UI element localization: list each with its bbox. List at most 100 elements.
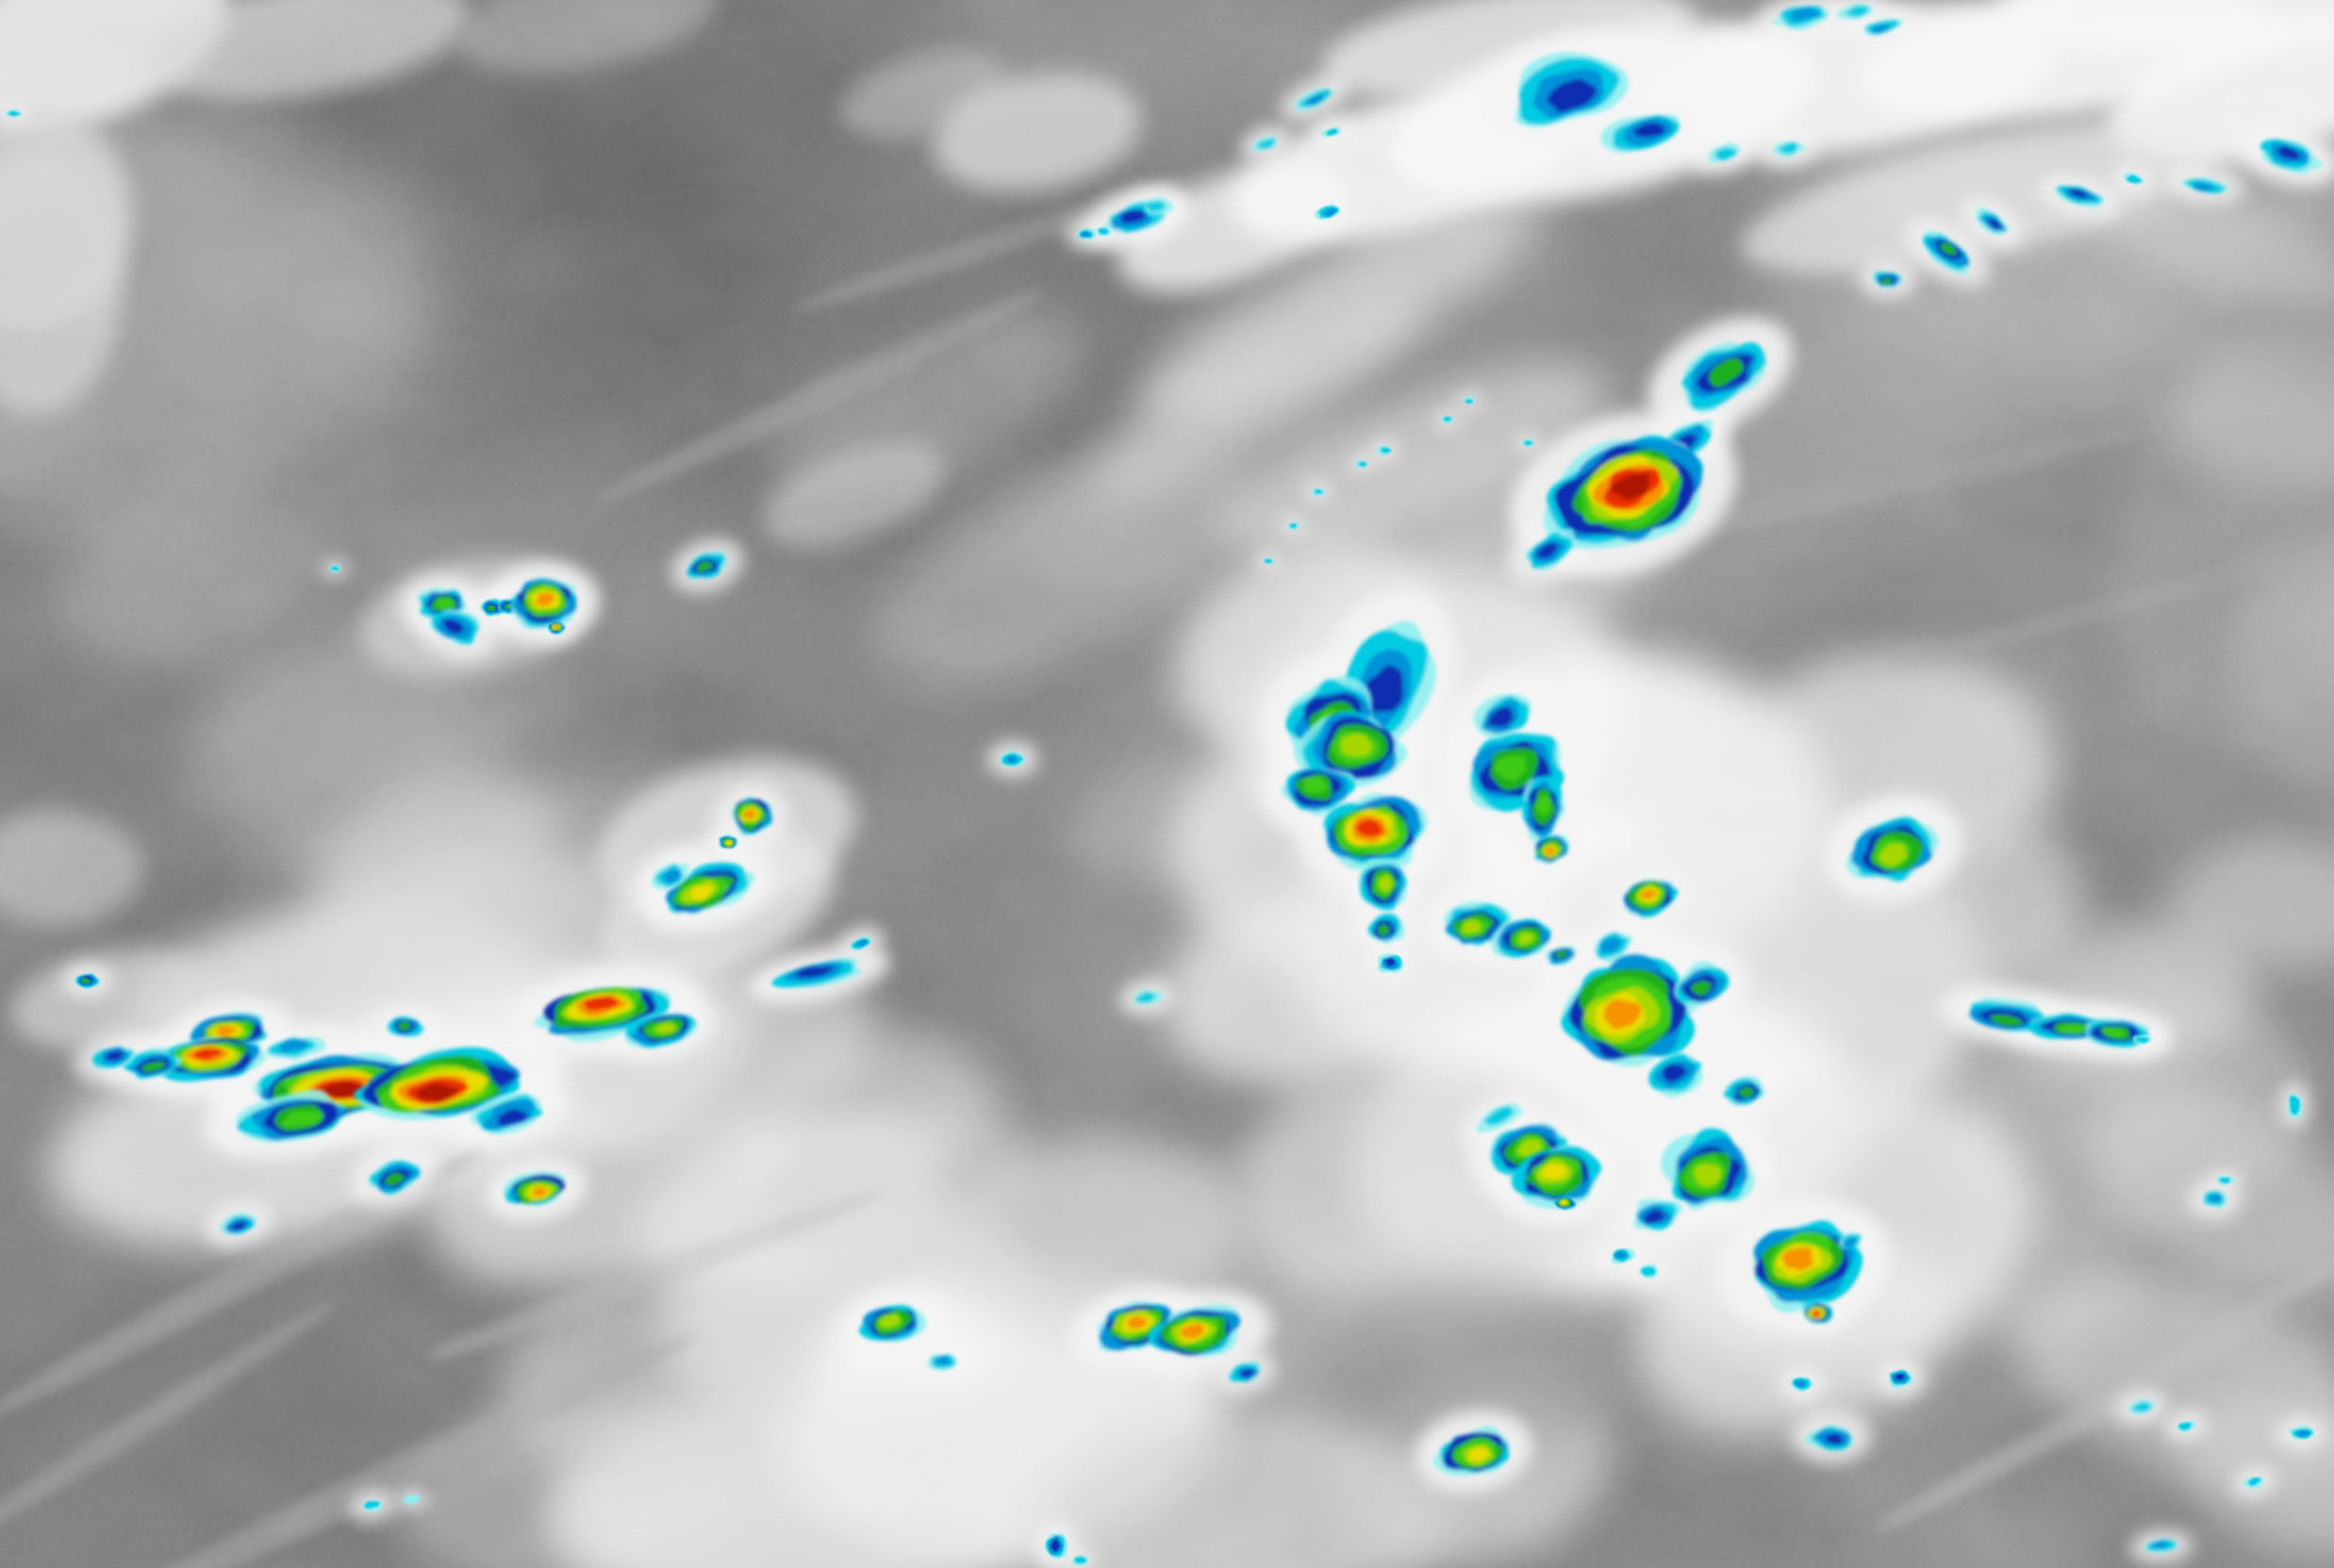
convection-cell — [1367, 913, 1405, 944]
convection-cell — [1837, 3, 1873, 21]
convection-cell — [2260, 139, 2324, 174]
enhancement-ring — [1303, 776, 1330, 794]
enhancement-ring — [1694, 1164, 1722, 1186]
enhancement-ring — [1561, 1199, 1568, 1205]
enhancement-ring — [2135, 1036, 2150, 1044]
enhancement-ring — [1611, 472, 1650, 500]
convection-cell — [771, 958, 862, 988]
convection-cell — [1753, 1220, 1863, 1313]
enhancement-ring — [1146, 201, 1167, 212]
enhancement-ring — [403, 1494, 421, 1505]
convection-cell — [1923, 230, 1970, 275]
convection-cell — [1464, 396, 1476, 404]
enhancement-ring — [1870, 24, 1892, 34]
enhancement-ring — [8, 110, 21, 117]
convection-cell — [624, 1013, 699, 1048]
enhancement-ring — [504, 603, 513, 610]
enhancement-ring — [795, 966, 835, 979]
convection-cell — [1491, 918, 1551, 958]
enhancement-ring — [1644, 1209, 1666, 1225]
enhancement-ring — [1632, 123, 1666, 138]
convection-cell — [1611, 1247, 1635, 1264]
enhancement-ring — [443, 619, 464, 635]
convection-cell — [2288, 1425, 2314, 1440]
enhancement-ring — [397, 1021, 411, 1031]
convection-cell — [1076, 227, 1097, 240]
enhancement-ring — [1794, 1379, 1807, 1388]
convection-cell — [361, 1499, 384, 1512]
convection-cell — [1724, 1076, 1765, 1106]
convection-cell — [999, 751, 1026, 767]
convection-cell — [403, 1494, 421, 1505]
enhancement-ring — [1541, 1164, 1566, 1180]
enhancement-ring — [2219, 1177, 2230, 1184]
convection-cell — [1846, 817, 1939, 882]
convection-cell — [5, 108, 22, 117]
convection-cell — [1524, 528, 1575, 571]
convection-cell — [1263, 557, 1275, 566]
convection-cell — [1967, 997, 2046, 1033]
enhancement-ring — [486, 605, 496, 612]
enhancement-ring — [1518, 933, 1534, 945]
convection-cell — [124, 1047, 183, 1079]
enhancement-ring — [1356, 818, 1383, 837]
enhancement-ring — [1462, 919, 1482, 933]
enhancement-ring — [935, 1356, 951, 1365]
convection-cell — [1871, 271, 1905, 289]
convection-cell — [1553, 1196, 1577, 1211]
convection-cell — [1148, 1304, 1241, 1357]
enhancement-ring — [1738, 1086, 1755, 1098]
enhancement-ring — [1289, 523, 1298, 529]
enhancement-ring — [1603, 999, 1642, 1030]
enhancement-ring — [1690, 980, 1713, 997]
enhancement-ring — [1378, 874, 1393, 893]
convection-cell — [1294, 89, 1334, 111]
convection-cell — [1096, 226, 1111, 237]
enhancement-ring — [1358, 461, 1367, 467]
convection-cell — [509, 576, 577, 630]
convection-cell — [387, 1015, 425, 1037]
enhancement-ring — [497, 1109, 528, 1126]
convection-cell — [1288, 521, 1300, 530]
enhancement-ring — [1487, 707, 1514, 728]
enhancement-ring — [1377, 923, 1390, 936]
convection-cell — [1476, 1103, 1524, 1132]
enhancement-ring — [1314, 488, 1323, 494]
enhancement-ring — [536, 592, 555, 606]
convection-cell — [2123, 172, 2144, 186]
enhancement-ring — [1005, 755, 1018, 764]
enhancement-ring — [1080, 231, 1091, 238]
convection-cell — [1790, 1377, 1814, 1393]
convection-cell — [1229, 1362, 1263, 1382]
enhancement-ring — [322, 1081, 364, 1099]
convection-cell — [927, 1354, 957, 1371]
enhancement-ring — [583, 996, 620, 1011]
convection-cell — [1281, 767, 1355, 817]
enhancement-ring — [1305, 94, 1325, 106]
enhancement-ring — [1264, 558, 1273, 564]
convection-cell — [651, 864, 689, 890]
convection-cell — [731, 798, 773, 836]
enhancement-ring — [2069, 189, 2088, 198]
enhancement-ring — [1443, 416, 1452, 421]
convection-cell — [2243, 1477, 2264, 1489]
enhancement-ring — [1323, 208, 1336, 217]
convection-cell — [1600, 114, 1680, 154]
enhancement-ring — [1545, 847, 1556, 855]
enhancement-ring — [1894, 1373, 1905, 1381]
convection-cell — [368, 1161, 421, 1195]
convection-cell — [2132, 1034, 2154, 1044]
convection-cell — [1071, 1555, 1089, 1566]
enhancement-ring — [726, 841, 732, 846]
convection-cell — [2287, 1093, 2303, 1119]
enhancement-ring — [2247, 1477, 2262, 1486]
enhancement-ring — [2297, 1429, 2310, 1437]
enhancement-ring — [1120, 209, 1146, 223]
enhancement-ring — [1880, 277, 1893, 285]
enhancement-ring — [2102, 1028, 2127, 1037]
convection-cell — [534, 987, 671, 1042]
enhancement-ring — [1364, 665, 1404, 713]
enhancement-ring — [1640, 889, 1657, 900]
convection-cell — [1144, 197, 1174, 216]
